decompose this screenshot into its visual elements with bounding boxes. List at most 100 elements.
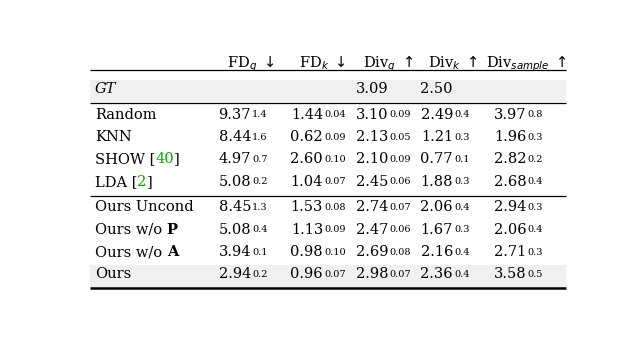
Text: 2.45: 2.45 [356,175,388,189]
Text: 8.45: 8.45 [219,200,251,214]
Text: 0.09: 0.09 [324,225,346,234]
Text: ]: ] [174,152,180,166]
Text: 2.82: 2.82 [494,152,527,166]
Text: 2.06: 2.06 [494,223,527,237]
Text: 0.3: 0.3 [527,133,543,142]
Text: 1.3: 1.3 [252,203,268,212]
Text: 1.13: 1.13 [291,223,323,237]
Text: 2.50: 2.50 [420,82,453,96]
Text: 2.49: 2.49 [420,108,453,122]
Text: 0.08: 0.08 [324,203,346,212]
Text: 0.4: 0.4 [454,203,470,212]
Text: 0.62: 0.62 [291,130,323,144]
Text: 0.5: 0.5 [527,270,543,279]
Text: Ours w/o: Ours w/o [95,223,166,237]
Text: 0.4: 0.4 [454,110,470,119]
Text: Div$_{sample}$ $\uparrow$: Div$_{sample}$ $\uparrow$ [486,55,567,74]
Text: KNN: KNN [95,130,132,144]
Text: 2: 2 [138,175,147,189]
Text: 2.60: 2.60 [291,152,323,166]
Text: GT: GT [95,82,116,96]
Text: 0.7: 0.7 [252,155,268,164]
Text: 2.71: 2.71 [494,245,527,259]
Text: 0.10: 0.10 [324,248,346,257]
Text: 1.21: 1.21 [421,130,453,144]
Text: 2.94: 2.94 [494,200,527,214]
Text: Div$_g$ $\uparrow$: Div$_g$ $\uparrow$ [364,55,414,74]
Text: FD$_g$ $\downarrow$: FD$_g$ $\downarrow$ [227,55,275,74]
Text: 1.96: 1.96 [494,130,527,144]
Text: 0.4: 0.4 [252,225,268,234]
Text: A: A [166,245,178,259]
Text: 5.08: 5.08 [218,175,251,189]
Text: 4.97: 4.97 [219,152,251,166]
Text: Ours w/o: Ours w/o [95,245,166,259]
Text: 9.37: 9.37 [219,108,251,122]
Text: 0.08: 0.08 [390,248,411,257]
Text: 1.6: 1.6 [252,133,268,142]
Text: 40: 40 [156,152,174,166]
Text: 2.98: 2.98 [356,267,388,281]
Text: 3.09: 3.09 [356,82,388,96]
Text: FD$_k$ $\downarrow$: FD$_k$ $\downarrow$ [300,55,347,73]
Text: 5.08: 5.08 [218,223,251,237]
Text: 0.3: 0.3 [454,177,470,187]
Text: 1.4: 1.4 [252,110,268,119]
Text: 0.06: 0.06 [390,177,411,187]
Text: P: P [166,223,178,237]
Text: 0.8: 0.8 [527,110,543,119]
Text: Random: Random [95,108,156,122]
Text: 2.13: 2.13 [356,130,388,144]
Text: 0.2: 0.2 [252,270,268,279]
Text: 2.10: 2.10 [356,152,388,166]
Text: 2.94: 2.94 [219,267,251,281]
Text: 0.3: 0.3 [527,248,543,257]
Text: 0.4: 0.4 [454,270,470,279]
Text: 2.16: 2.16 [420,245,453,259]
Text: 0.77: 0.77 [420,152,453,166]
Text: 0.3: 0.3 [454,225,470,234]
Text: 1.88: 1.88 [420,175,453,189]
Text: 3.97: 3.97 [494,108,527,122]
Text: LDA [: LDA [ [95,175,138,189]
Text: 0.1: 0.1 [454,155,470,164]
Text: 3.94: 3.94 [219,245,251,259]
Text: 0.3: 0.3 [454,133,470,142]
Text: 0.09: 0.09 [390,110,411,119]
Text: ]: ] [147,175,152,189]
Text: 0.07: 0.07 [324,177,346,187]
Text: 8.44: 8.44 [219,130,251,144]
Text: 0.09: 0.09 [324,133,346,142]
Text: 3.10: 3.10 [356,108,388,122]
Text: 0.04: 0.04 [324,110,346,119]
Text: 2.06: 2.06 [420,200,453,214]
Text: 1.53: 1.53 [291,200,323,214]
Text: Ours: Ours [95,267,131,281]
Text: 0.98: 0.98 [291,245,323,259]
Text: 1.44: 1.44 [291,108,323,122]
Text: 0.10: 0.10 [324,155,346,164]
Text: 0.07: 0.07 [324,270,346,279]
Text: 0.96: 0.96 [291,267,323,281]
Text: 0.1: 0.1 [252,248,268,257]
Text: 2.47: 2.47 [356,223,388,237]
Text: 0.06: 0.06 [390,225,411,234]
Text: 0.05: 0.05 [390,133,411,142]
Text: 0.2: 0.2 [527,155,543,164]
FancyBboxPatch shape [90,80,566,102]
Text: 0.3: 0.3 [527,203,543,212]
Text: 2.68: 2.68 [494,175,527,189]
Text: 0.4: 0.4 [527,225,543,234]
Text: 2.36: 2.36 [420,267,453,281]
Text: 1.67: 1.67 [420,223,453,237]
Text: SHOW [: SHOW [ [95,152,156,166]
Text: 1.04: 1.04 [291,175,323,189]
Text: 0.2: 0.2 [252,177,268,187]
Text: 0.09: 0.09 [390,155,411,164]
Text: Ours Uncond: Ours Uncond [95,200,193,214]
Text: 2.69: 2.69 [356,245,388,259]
Text: 0.07: 0.07 [390,270,411,279]
Text: 0.4: 0.4 [454,248,470,257]
Text: 0.07: 0.07 [390,203,411,212]
Text: 3.58: 3.58 [494,267,527,281]
